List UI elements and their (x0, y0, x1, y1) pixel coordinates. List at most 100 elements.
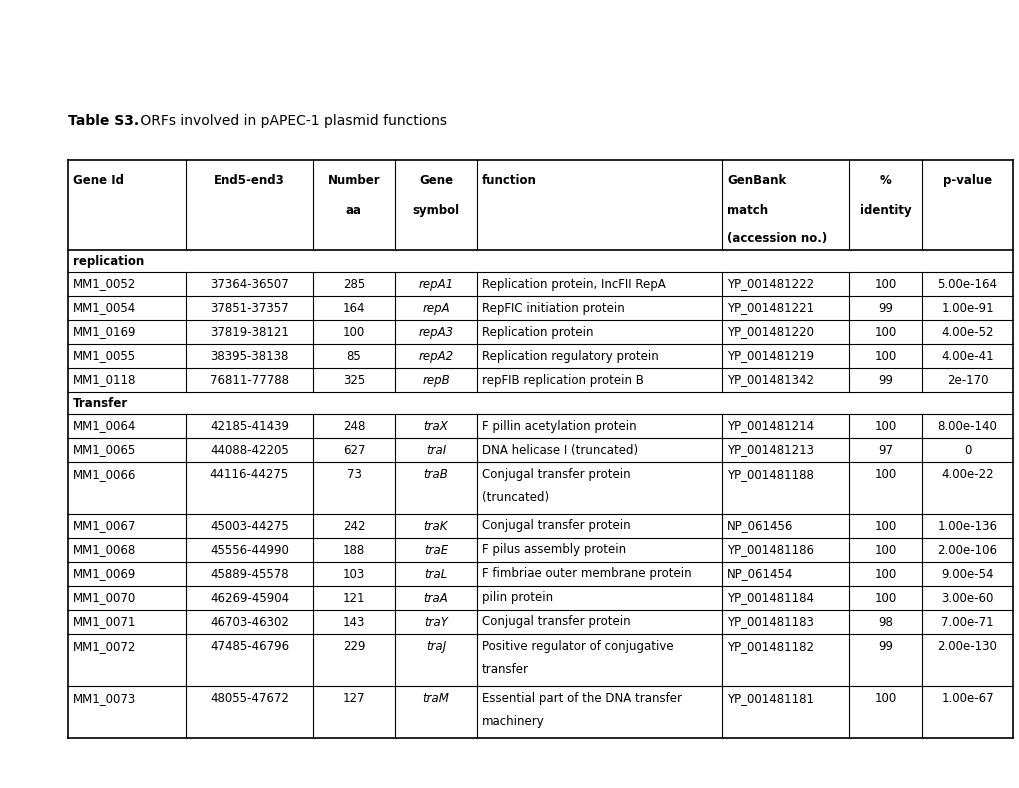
Text: MM1_0052: MM1_0052 (73, 277, 137, 291)
Text: traL: traL (424, 567, 447, 581)
Text: NP_061456: NP_061456 (727, 519, 793, 533)
Text: (truncated): (truncated) (482, 491, 548, 504)
Text: Conjugal transfer protein: Conjugal transfer protein (482, 468, 630, 481)
Text: YP_001481188: YP_001481188 (727, 468, 813, 481)
Text: 37364-36507: 37364-36507 (210, 277, 288, 291)
Text: repB: repB (422, 374, 449, 386)
Text: 103: 103 (342, 567, 365, 581)
Text: %: % (878, 174, 891, 187)
Text: 4.00e-41: 4.00e-41 (941, 350, 993, 362)
Text: 164: 164 (342, 302, 365, 314)
Text: 99: 99 (877, 374, 892, 386)
Text: 2.00e-106: 2.00e-106 (936, 544, 997, 556)
Text: 5.00e-164: 5.00e-164 (936, 277, 997, 291)
Text: MM1_0067: MM1_0067 (73, 519, 137, 533)
Text: identity: identity (859, 204, 910, 217)
Text: MM1_0066: MM1_0066 (73, 468, 137, 481)
Text: traB: traB (423, 468, 448, 481)
Text: 44116-44275: 44116-44275 (210, 468, 288, 481)
Text: YP_001481221: YP_001481221 (727, 302, 813, 314)
Text: 100: 100 (873, 567, 896, 581)
Text: MM1_0055: MM1_0055 (73, 350, 136, 362)
Text: MM1_0068: MM1_0068 (73, 544, 137, 556)
Text: YP_001481183: YP_001481183 (727, 615, 813, 629)
Text: 2.00e-130: 2.00e-130 (936, 640, 997, 653)
Text: YP_001481182: YP_001481182 (727, 640, 813, 653)
Text: 99: 99 (877, 640, 892, 653)
Text: 44088-42205: 44088-42205 (210, 444, 288, 456)
Text: 45003-44275: 45003-44275 (210, 519, 288, 533)
Text: 7.00e-71: 7.00e-71 (941, 615, 993, 629)
Text: MM1_0071: MM1_0071 (73, 615, 137, 629)
Text: symbol: symbol (412, 204, 460, 217)
Text: Replication protein, IncFII RepA: Replication protein, IncFII RepA (482, 277, 665, 291)
Text: repA3: repA3 (418, 325, 453, 339)
Text: F pillin acetylation protein: F pillin acetylation protein (482, 419, 636, 433)
Text: repA2: repA2 (418, 350, 453, 362)
Text: F pilus assembly protein: F pilus assembly protein (482, 544, 626, 556)
Text: Replication protein: Replication protein (482, 325, 593, 339)
Text: YP_001481186: YP_001481186 (727, 544, 813, 556)
Text: pilin protein: pilin protein (482, 592, 552, 604)
Text: 0: 0 (963, 444, 970, 456)
Text: aa: aa (345, 204, 362, 217)
Text: YP_001481184: YP_001481184 (727, 592, 813, 604)
Text: function: function (482, 174, 536, 187)
Text: 100: 100 (873, 468, 896, 481)
Text: 100: 100 (873, 350, 896, 362)
Text: 248: 248 (342, 419, 365, 433)
Text: 48055-47672: 48055-47672 (210, 692, 288, 705)
Text: match: match (727, 204, 767, 217)
Text: 97: 97 (877, 444, 892, 456)
Text: GenBank: GenBank (727, 174, 786, 187)
Text: 38395-38138: 38395-38138 (210, 350, 288, 362)
Text: F fimbriae outer membrane protein: F fimbriae outer membrane protein (482, 567, 691, 581)
Text: 143: 143 (342, 615, 365, 629)
Text: traK: traK (423, 519, 447, 533)
Text: repA1: repA1 (418, 277, 453, 291)
Text: 1.00e-67: 1.00e-67 (941, 692, 993, 705)
Text: p-value: p-value (942, 174, 991, 187)
Text: 127: 127 (342, 692, 365, 705)
Text: 99: 99 (877, 302, 892, 314)
Text: YP_001481181: YP_001481181 (727, 692, 813, 705)
Text: DNA helicase I (truncated): DNA helicase I (truncated) (482, 444, 638, 456)
Text: YP_001481222: YP_001481222 (727, 277, 813, 291)
Text: machinery: machinery (482, 715, 544, 727)
Text: 4.00e-22: 4.00e-22 (941, 468, 993, 481)
Text: Gene: Gene (419, 174, 452, 187)
Text: 37851-37357: 37851-37357 (210, 302, 288, 314)
Text: MM1_0069: MM1_0069 (73, 567, 137, 581)
Text: traY: traY (424, 615, 447, 629)
Text: Replication regulatory protein: Replication regulatory protein (482, 350, 658, 362)
Text: (accession no.): (accession no.) (727, 232, 826, 245)
Text: ORFs involved in pAPEC-1 plasmid functions: ORFs involved in pAPEC-1 plasmid functio… (136, 114, 446, 128)
Text: transfer: transfer (482, 663, 529, 675)
Text: Conjugal transfer protein: Conjugal transfer protein (482, 615, 630, 629)
Text: 46703-46302: 46703-46302 (210, 615, 288, 629)
Text: 9.00e-54: 9.00e-54 (941, 567, 993, 581)
Text: Transfer: Transfer (73, 396, 128, 410)
Text: RepFIC initiation protein: RepFIC initiation protein (482, 302, 625, 314)
Text: traJ: traJ (426, 640, 445, 653)
Text: 100: 100 (873, 519, 896, 533)
Text: YP_001481214: YP_001481214 (727, 419, 813, 433)
Text: 42185-41439: 42185-41439 (210, 419, 288, 433)
Text: MM1_0070: MM1_0070 (73, 592, 137, 604)
Text: 1.00e-136: 1.00e-136 (936, 519, 997, 533)
Text: 2e-170: 2e-170 (946, 374, 987, 386)
Text: Table S3.: Table S3. (68, 114, 139, 128)
Text: YP_001481219: YP_001481219 (727, 350, 813, 362)
Text: 73: 73 (346, 468, 361, 481)
Text: 121: 121 (342, 592, 365, 604)
Text: 98: 98 (877, 615, 892, 629)
Text: MM1_0072: MM1_0072 (73, 640, 137, 653)
Text: 3.00e-60: 3.00e-60 (941, 592, 993, 604)
Text: Positive regulator of conjugative: Positive regulator of conjugative (482, 640, 673, 653)
Text: YP_001481213: YP_001481213 (727, 444, 813, 456)
Text: Essential part of the DNA transfer: Essential part of the DNA transfer (482, 692, 682, 705)
Text: traX: traX (423, 419, 448, 433)
Text: 285: 285 (342, 277, 365, 291)
Text: YP_001481220: YP_001481220 (727, 325, 813, 339)
Text: 47485-46796: 47485-46796 (210, 640, 288, 653)
